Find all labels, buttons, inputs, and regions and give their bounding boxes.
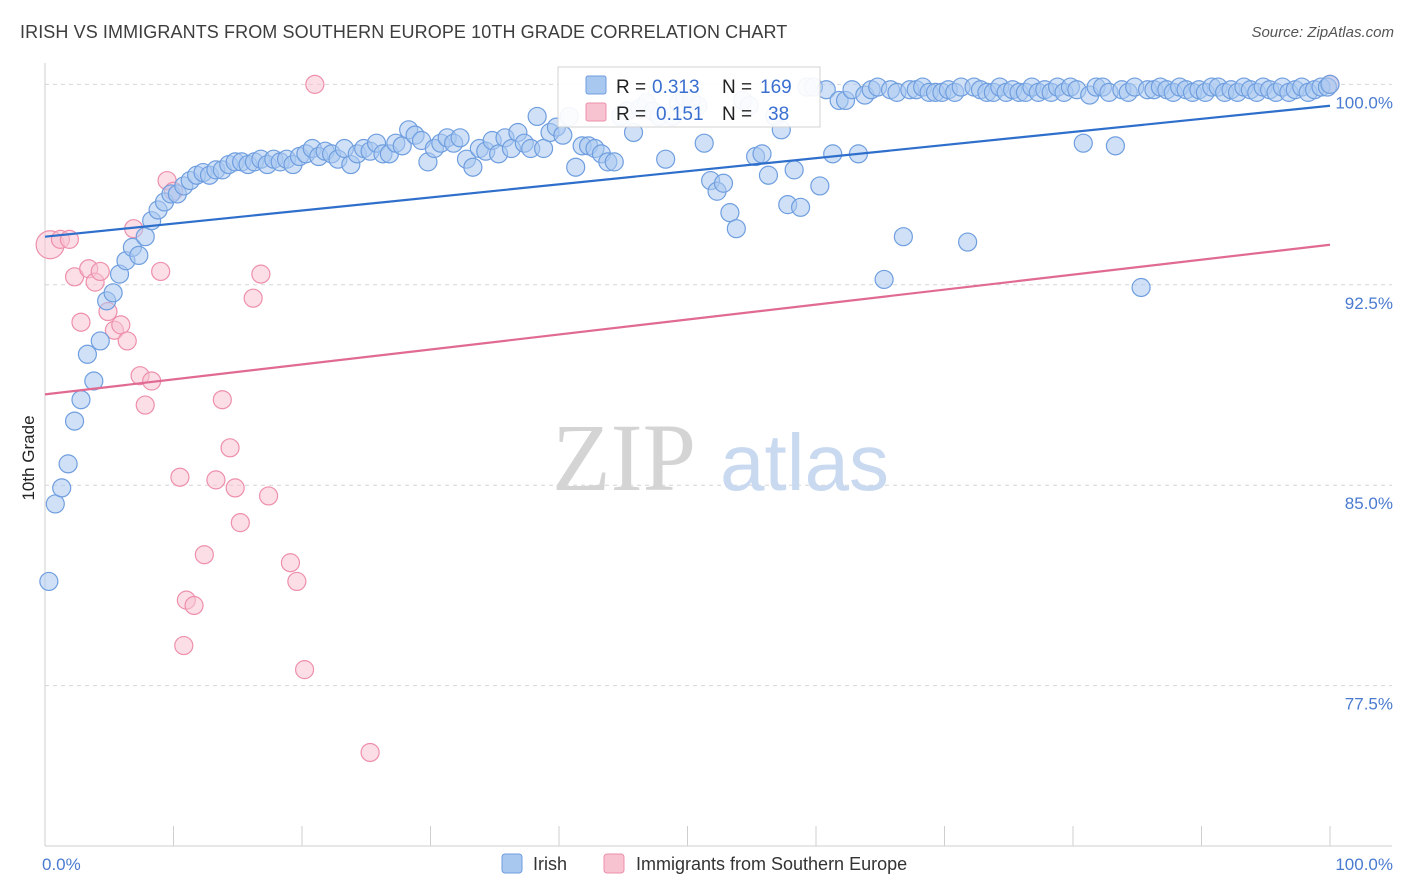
x-tick-label-1: 100.0% — [1335, 855, 1393, 874]
y-axis-title: 10th Grade — [19, 415, 38, 500]
legend-label-irish: Irish — [533, 854, 567, 874]
irish-point — [129, 245, 149, 266]
irish-point — [90, 331, 110, 351]
irish-point — [713, 173, 734, 193]
y-tick-label-2: 85.0% — [1345, 494, 1393, 513]
immigrants-point — [225, 478, 245, 498]
immigrants-point — [220, 438, 240, 458]
legend-swatch-immigrants — [603, 853, 625, 874]
watermark-zip: ZIP — [552, 404, 696, 511]
irish-point — [656, 149, 676, 169]
irish-trend-line — [44, 104, 1331, 238]
immigrants-point — [294, 660, 315, 680]
y-tick-label-0: 100.0% — [1335, 93, 1393, 112]
stats-swatch-immigrants — [585, 102, 607, 122]
stats-legend: R = 0.313 N = 169 R = 0.151 N = 38 — [557, 66, 821, 128]
stats-r-value-irish: 0.313 — [652, 77, 700, 98]
chart-title: IRISH VS IMMIGRANTS FROM SOUTHERN EUROPE… — [20, 22, 788, 42]
immigrants-point — [135, 395, 155, 415]
irish-point — [39, 571, 59, 592]
irish-point — [823, 144, 843, 164]
irish-point — [52, 478, 72, 498]
immigrants-trend-line — [44, 243, 1331, 396]
stats-swatch-irish — [585, 75, 607, 95]
irish-point — [784, 160, 804, 180]
immigrants-point — [90, 261, 110, 282]
stats-n-label-irish: N = — [722, 77, 752, 98]
grid-lines — [45, 83, 1392, 687]
irish-point — [758, 165, 779, 185]
irish-point — [527, 106, 547, 127]
y-tick-label-3: 77.5% — [1345, 695, 1393, 714]
irish-point — [1320, 74, 1340, 94]
immigrants-point — [360, 742, 380, 763]
irish-point — [1131, 277, 1151, 298]
irish-point — [604, 152, 624, 172]
immigrants-point — [305, 74, 325, 94]
immigrants-point — [194, 545, 214, 565]
stats-r-label-irish: R = — [616, 77, 646, 98]
irish-point — [84, 371, 104, 391]
legend-label-immigrants: Immigrants from Southern Europe — [636, 854, 907, 874]
irish-point — [533, 138, 554, 159]
bottom-legend: Irish Immigrants from Southern Europe — [501, 853, 907, 874]
immigrants-point — [71, 312, 91, 332]
watermark: ZIP atlas — [552, 404, 889, 511]
y-tick-label-1: 92.5% — [1345, 294, 1393, 313]
trend-lines — [44, 104, 1331, 396]
immigrants-point — [212, 390, 232, 410]
stats-r-label-immigrants: R = — [616, 104, 646, 125]
irish-point — [103, 283, 123, 303]
irish-point — [874, 269, 894, 290]
source-label: Source: ZipAtlas.com — [1251, 24, 1394, 41]
immigrants-point — [280, 553, 301, 573]
immigrants-point — [258, 486, 279, 506]
irish-point — [553, 125, 573, 145]
immigrants-point — [243, 288, 263, 308]
stats-n-value-immigrants: 38 — [768, 104, 789, 125]
immigrants-point — [174, 635, 194, 656]
immigrants-point — [251, 264, 271, 284]
stats-n-label-immigrants: N = — [722, 104, 752, 125]
y-tick-labels: 100.0% 92.5% 85.0% 77.5% — [1335, 93, 1393, 713]
irish-point — [71, 390, 91, 410]
immigrants-point — [287, 571, 307, 592]
irish-points — [39, 74, 1340, 592]
irish-point — [720, 203, 740, 223]
irish-point — [893, 227, 913, 247]
irish-point — [566, 157, 586, 177]
immigrants-point — [184, 595, 204, 616]
immigrants-point — [151, 261, 171, 282]
irish-point — [45, 494, 65, 514]
irish-point — [1073, 133, 1093, 153]
irish-point — [752, 144, 772, 164]
immigrants-point — [111, 315, 131, 335]
immigrants-point — [117, 331, 137, 351]
irish-point — [810, 176, 830, 196]
x-tick-labels: 0.0% 100.0% — [42, 855, 1393, 874]
irish-point — [790, 197, 811, 217]
stats-r-value-immigrants: 0.151 — [656, 104, 704, 125]
x-tick-label-0: 0.0% — [42, 855, 81, 874]
irish-point — [726, 219, 746, 239]
irish-point — [77, 344, 98, 364]
irish-point — [135, 227, 155, 247]
legend-swatch-irish — [501, 853, 523, 874]
irish-point — [64, 411, 85, 431]
immigrants-point — [206, 470, 226, 490]
watermark-atlas: atlas — [720, 418, 889, 507]
irish-point — [1105, 136, 1126, 156]
irish-point — [58, 454, 78, 474]
axes — [44, 63, 1392, 847]
immigrants-point — [170, 467, 190, 487]
stats-n-value-irish: 169 — [760, 77, 792, 98]
irish-point — [450, 128, 470, 148]
irish-point — [694, 133, 714, 153]
irish-point — [463, 157, 483, 177]
irish-point — [958, 232, 978, 252]
immigrants-point — [230, 513, 250, 533]
